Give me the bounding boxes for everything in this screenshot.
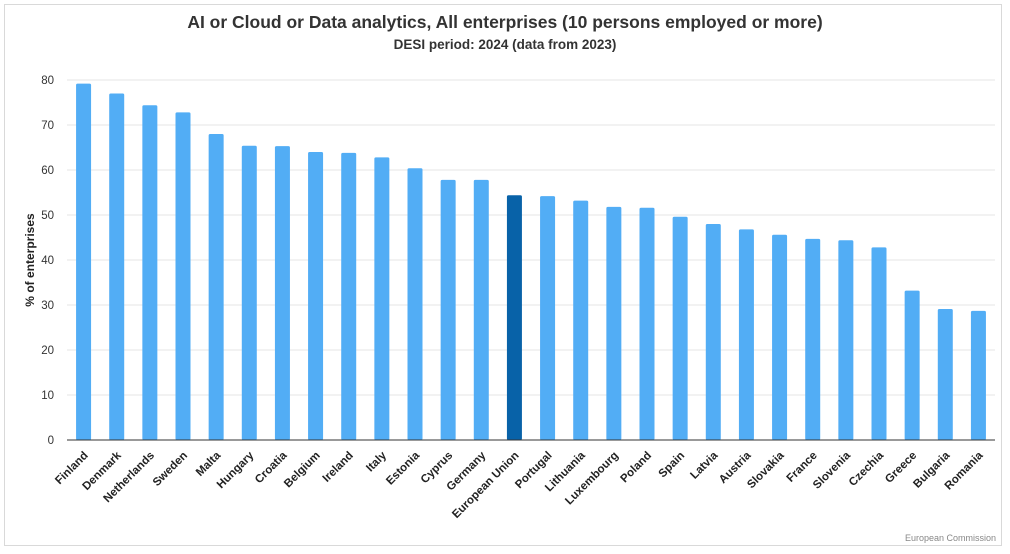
bar-austria[interactable] xyxy=(738,229,754,440)
bar-estonia[interactable] xyxy=(407,168,423,440)
y-tick-label-0: 0 xyxy=(48,435,54,447)
x-tick-label-ireland: Ireland xyxy=(321,450,356,485)
bar-greece[interactable] xyxy=(904,290,920,440)
bar-germany[interactable] xyxy=(473,179,489,440)
bar-luxembourg[interactable] xyxy=(606,206,622,440)
bar-portugal[interactable] xyxy=(540,196,556,440)
bar-malta[interactable] xyxy=(208,134,224,440)
x-tick-label-malta: Malta xyxy=(194,449,224,479)
bar-poland[interactable] xyxy=(639,207,655,440)
bar-slovakia[interactable] xyxy=(772,234,788,440)
chart-subtitle: DESI period: 2024 (data from 2023) xyxy=(393,37,617,52)
x-tick-label-czechia: Czechia xyxy=(847,449,887,489)
bar-finland[interactable] xyxy=(76,83,92,440)
bar-latvia[interactable] xyxy=(705,224,721,440)
bar-european-union[interactable] xyxy=(506,195,522,440)
y-tick-label-80: 80 xyxy=(41,75,54,87)
bar-cyprus[interactable] xyxy=(440,179,456,440)
bar-czechia[interactable] xyxy=(871,247,887,440)
chart-title: AI or Cloud or Data analytics, All enter… xyxy=(187,12,823,32)
y-tick-label-30: 30 xyxy=(41,300,54,312)
chart-frame xyxy=(4,4,1002,546)
bar-hungary[interactable] xyxy=(241,145,257,440)
bar-spain[interactable] xyxy=(672,216,688,440)
x-tick-label-slovakia: Slovakia xyxy=(745,449,787,491)
y-tick-label-40: 40 xyxy=(41,255,54,267)
y-tick-label-70: 70 xyxy=(41,120,54,132)
bar-belgium[interactable] xyxy=(308,152,324,440)
bar-lithuania[interactable] xyxy=(573,200,589,440)
y-axis-ticks: 0 10 20 30 40 50 60 70 80 xyxy=(41,75,54,447)
x-tick-label-italy: Italy xyxy=(364,449,389,474)
bar-slovenia[interactable] xyxy=(838,240,854,440)
y-axis-label: % of enterprises xyxy=(23,213,37,307)
y-tick-label-20: 20 xyxy=(41,345,54,357)
y-tick-label-10: 10 xyxy=(41,390,54,402)
x-tick-label-latvia: Latvia xyxy=(688,449,720,481)
bar-italy[interactable] xyxy=(374,157,390,440)
x-tick-label-belgium: Belgium xyxy=(282,450,323,491)
x-tick-label-spain: Spain xyxy=(657,450,688,481)
x-tick-label-sweden: Sweden xyxy=(151,450,190,489)
credit-label: European Commission xyxy=(904,533,996,543)
bar-croatia[interactable] xyxy=(274,146,290,440)
gridlines xyxy=(67,79,995,396)
bar-netherlands[interactable] xyxy=(142,105,158,440)
bar-romania[interactable] xyxy=(970,310,986,440)
y-tick-label-60: 60 xyxy=(41,165,54,177)
x-tick-label-poland: Poland xyxy=(619,450,655,486)
y-tick-label-50: 50 xyxy=(41,210,54,222)
bar-ireland[interactable] xyxy=(341,152,357,440)
bar-denmark[interactable] xyxy=(109,93,125,441)
bar-sweden[interactable] xyxy=(175,112,191,441)
bar-bulgaria[interactable] xyxy=(937,309,953,440)
x-tick-label-hungary: Hungary xyxy=(215,449,257,491)
bar-france[interactable] xyxy=(805,238,821,440)
bars xyxy=(76,83,986,441)
x-tick-label-slovenia: Slovenia xyxy=(811,449,853,491)
x-tick-label-estonia: Estonia xyxy=(384,449,422,487)
